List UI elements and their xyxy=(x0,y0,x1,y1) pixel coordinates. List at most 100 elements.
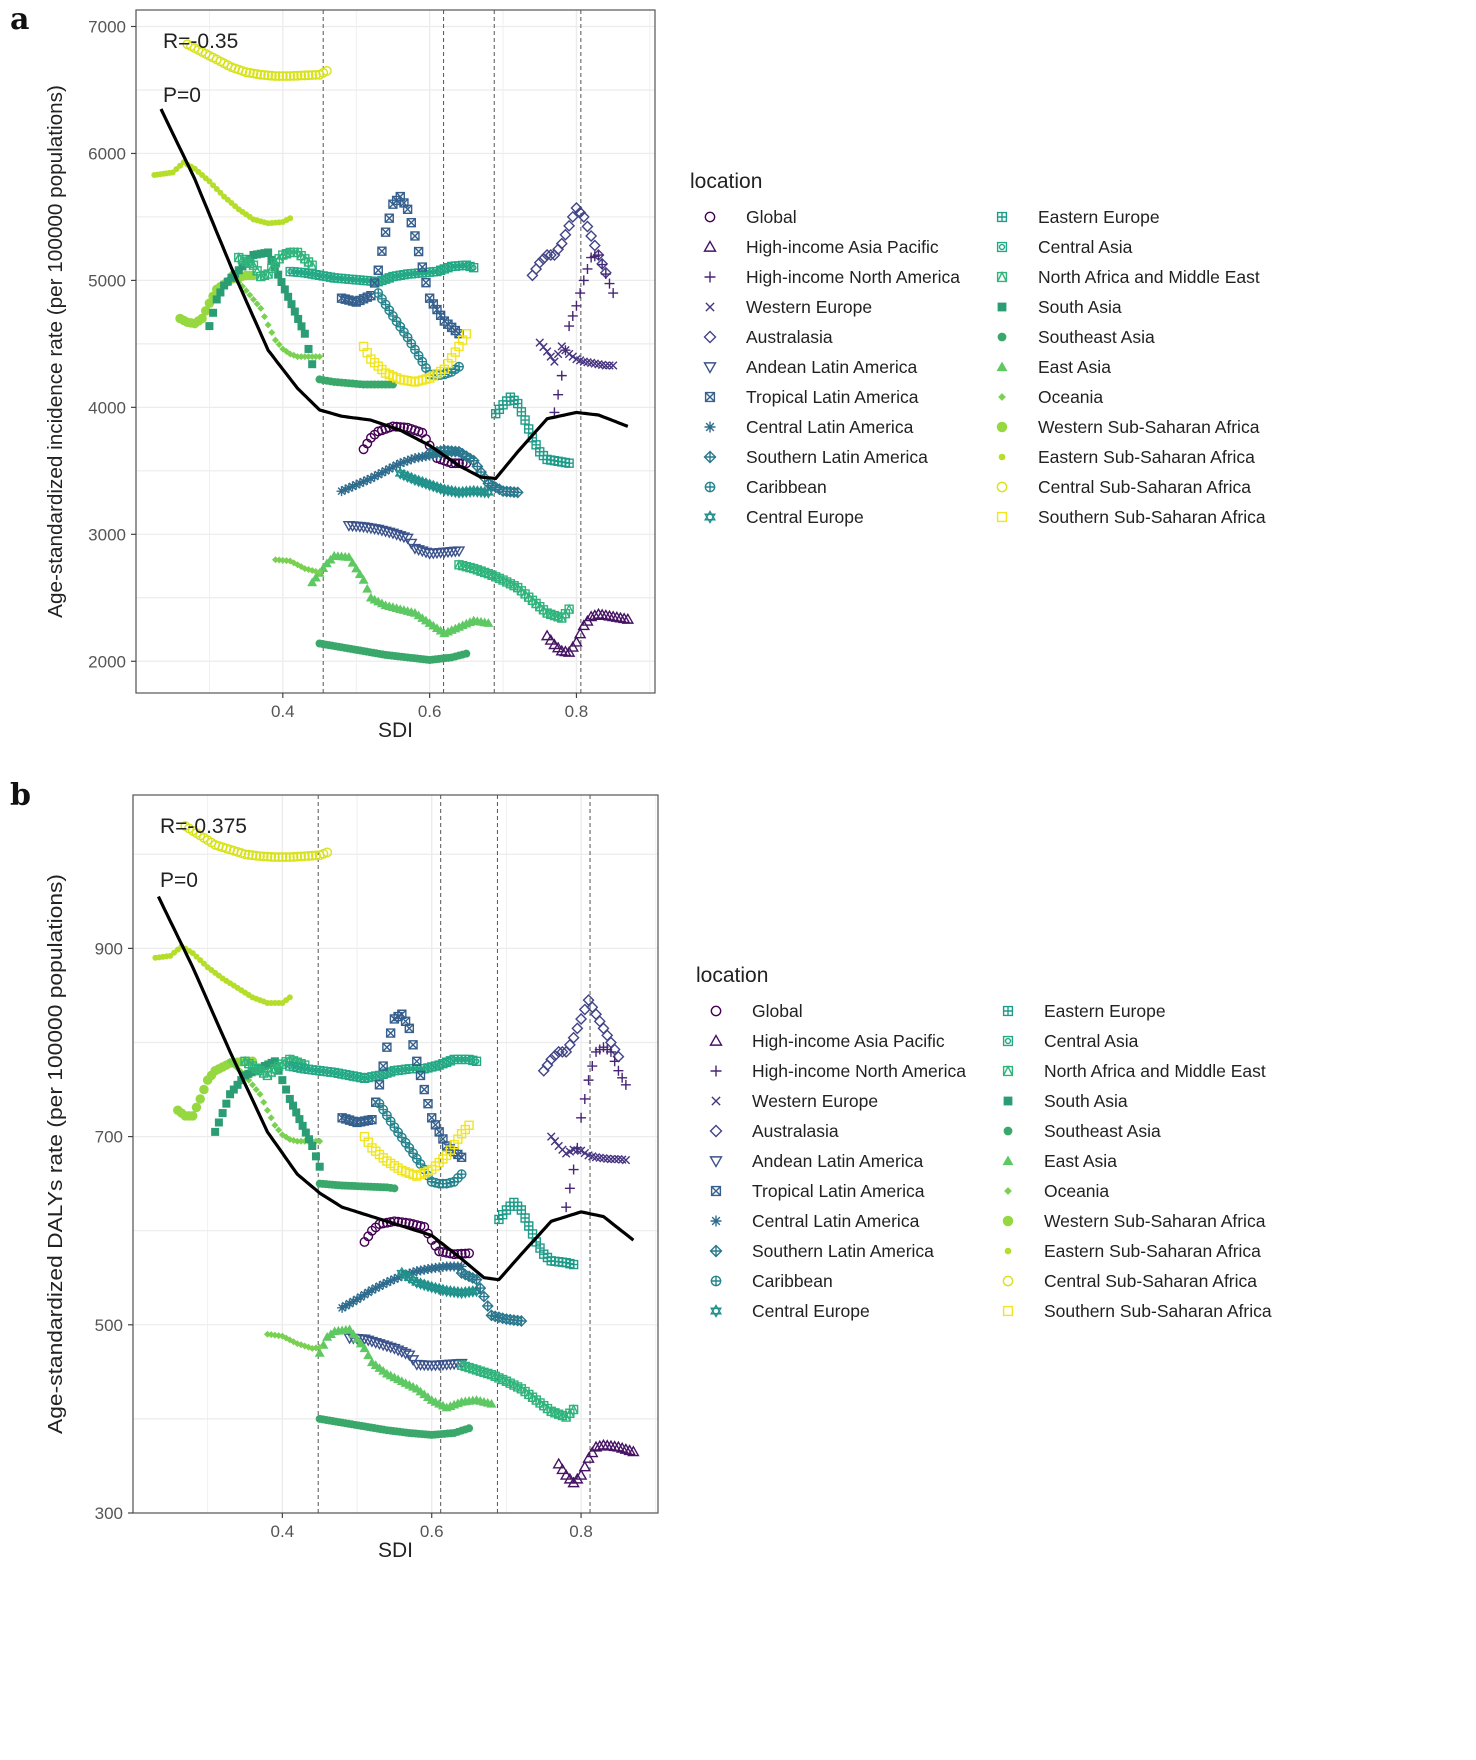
data-point xyxy=(605,1046,616,1057)
data-point xyxy=(369,471,380,482)
data-point xyxy=(435,310,446,321)
legend-marker-icon xyxy=(998,1241,1018,1261)
data-point xyxy=(406,454,417,465)
data-point xyxy=(437,1247,448,1258)
data-point xyxy=(264,248,273,257)
legend-marker-icon xyxy=(700,387,720,407)
data-point xyxy=(301,353,309,361)
legend-marker-icon xyxy=(992,357,1012,377)
legend-title: location xyxy=(690,170,763,193)
data-point xyxy=(465,1424,474,1433)
legend-label: High-income Asia Pacific xyxy=(746,236,939,257)
data-point xyxy=(478,1290,490,1303)
legend-item: Eastern Europe xyxy=(988,996,1272,1026)
data-point xyxy=(242,287,250,295)
legend-item: Caribbean xyxy=(696,1266,966,1296)
data-point xyxy=(419,1264,430,1275)
data-point xyxy=(588,609,602,621)
data-point xyxy=(256,1090,264,1098)
data-point xyxy=(237,1076,246,1085)
data-point xyxy=(311,1152,320,1161)
legend-item: Australasia xyxy=(696,1116,966,1146)
series-eastern-sub-saharan-africa xyxy=(152,943,293,1006)
data-point xyxy=(213,186,220,193)
legend-label: Southern Sub-Saharan Africa xyxy=(1037,506,1266,527)
legend-marker-icon xyxy=(998,1271,1018,1291)
data-point xyxy=(515,1315,528,1328)
legend-item: Southern Sub-Saharan Africa xyxy=(982,502,1266,532)
correlation-r-label: R=-0.35 xyxy=(163,30,238,53)
data-point xyxy=(464,1248,475,1259)
legend-label: Eastern Sub-Saharan Africa xyxy=(1043,1240,1261,1261)
data-point xyxy=(226,1090,235,1099)
series-southern-latin-america xyxy=(423,444,524,499)
data-point xyxy=(417,262,427,272)
legend-label: Tropical Latin America xyxy=(752,1180,925,1201)
data-point xyxy=(348,1296,359,1307)
data-point xyxy=(340,484,351,495)
data-point xyxy=(434,1246,445,1257)
data-point xyxy=(264,321,272,329)
legend-label: Australasia xyxy=(746,326,833,347)
data-point xyxy=(567,1031,580,1044)
data-point xyxy=(562,645,576,657)
legend-item: Andean Latin America xyxy=(690,352,960,382)
data-point xyxy=(609,1056,620,1067)
data-point xyxy=(359,1289,370,1300)
legend-label: High-income North America xyxy=(746,266,960,287)
data-point xyxy=(412,545,425,556)
data-point xyxy=(355,1338,366,1348)
data-point xyxy=(354,569,365,579)
data-point xyxy=(613,1065,624,1076)
legend-marker-icon xyxy=(992,297,1012,317)
data-point xyxy=(187,1111,198,1121)
legend-item: Eastern Sub-Saharan Africa xyxy=(988,1236,1272,1266)
x-axis-label: SDI xyxy=(378,719,413,742)
series-western-europe xyxy=(546,1132,631,1165)
series-north-africa-and-middle-east-lower- xyxy=(456,1359,579,1422)
data-point xyxy=(204,298,215,309)
data-point xyxy=(307,70,318,81)
data-point xyxy=(292,1108,301,1117)
loess-fit-line xyxy=(156,895,635,1282)
series-high-income-asia-pacific xyxy=(552,1438,640,1488)
data-point xyxy=(362,475,373,486)
legend-item: Western Europe xyxy=(696,1086,966,1116)
data-point xyxy=(546,352,556,361)
data-point xyxy=(583,1075,594,1086)
data-point xyxy=(292,851,303,862)
y-tick-label: 2000 xyxy=(88,652,126,671)
data-point xyxy=(486,1398,497,1408)
chart-a: 2000 3000 4000 5000 6000 7000 0.4 0.6 0.8 SDI Age-… xyxy=(45,9,656,742)
data-point xyxy=(593,1439,606,1451)
data-point xyxy=(206,178,213,185)
data-point xyxy=(362,1335,375,1347)
data-point xyxy=(308,353,316,361)
data-point xyxy=(288,70,299,81)
data-point xyxy=(375,525,389,537)
data-point xyxy=(240,849,250,860)
series-oceania-lower- xyxy=(271,556,324,576)
data-point xyxy=(468,263,479,273)
data-point xyxy=(564,321,575,332)
data-point xyxy=(568,1403,579,1415)
legend-item: Australasia xyxy=(690,322,960,352)
data-point xyxy=(266,70,277,81)
data-point xyxy=(545,1053,558,1066)
data-point xyxy=(402,455,413,466)
data-point xyxy=(401,533,414,545)
data-point xyxy=(389,1274,400,1285)
series-tropical-latin-america xyxy=(336,191,464,339)
legend-item: Oceania xyxy=(988,1176,1272,1206)
legend-label: Southeast Asia xyxy=(1037,326,1155,347)
legend-marker-icon xyxy=(998,1061,1018,1081)
data-point xyxy=(344,1324,355,1334)
data-point xyxy=(358,575,369,584)
legend-label: Global xyxy=(752,1000,803,1021)
y-tick-label: 300 xyxy=(95,1504,123,1523)
data-point xyxy=(617,1072,628,1083)
legend-label: Andean Latin America xyxy=(746,356,918,377)
data-point xyxy=(574,1468,588,1480)
data-point xyxy=(557,1410,568,1421)
data-point xyxy=(577,210,590,223)
